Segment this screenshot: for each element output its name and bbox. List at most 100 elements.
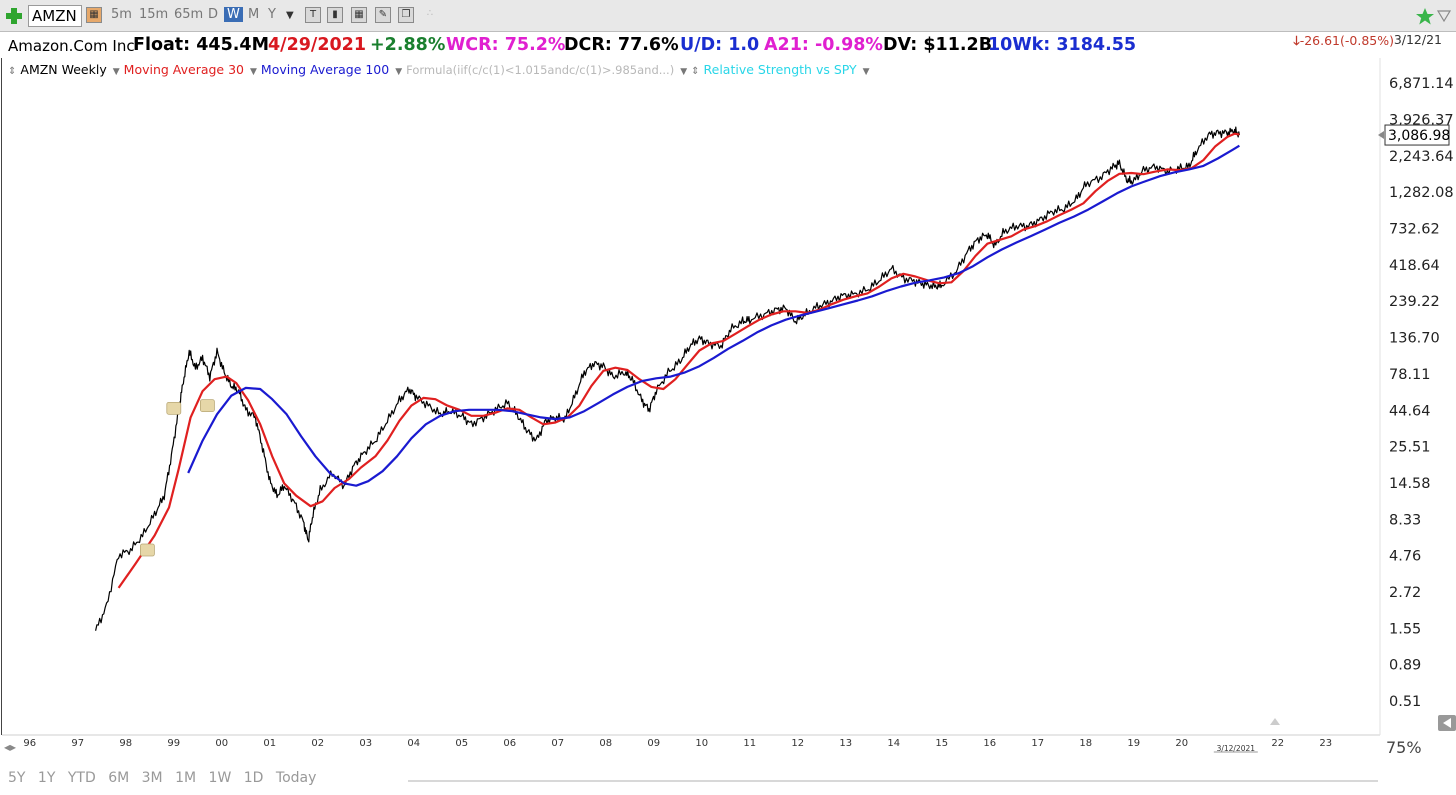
x-tick-label: 07 (551, 738, 564, 749)
last-date: 3/12/21 (1393, 32, 1442, 47)
x-tick-label: 96 (23, 738, 36, 749)
series-ma30-line (117, 132, 1240, 589)
grid-icon[interactable]: ▦ (351, 7, 367, 23)
y-tick-label: 136.70 (1389, 331, 1440, 347)
zoom-level[interactable]: 75% (1386, 738, 1422, 757)
x-tick-label: 17 (1031, 738, 1044, 749)
timeframe-65m[interactable]: 65m (174, 7, 204, 22)
range-1d[interactable]: 1D (243, 770, 264, 786)
chevron-down-icon[interactable]: ▼ (395, 67, 403, 77)
y-tick-label: 2,243.64 (1389, 149, 1454, 165)
x-tick-label: 97 (71, 738, 84, 749)
x-tick-label: 19 (1127, 738, 1140, 749)
legend-main[interactable]: AMZN Weekly (20, 62, 107, 77)
folder-icon[interactable]: ▦ (86, 7, 102, 23)
dropdown-icon[interactable]: ▼ (286, 10, 294, 21)
x-tick-label: 06 (503, 738, 516, 749)
x-tick-label: 99 (167, 738, 180, 749)
add-icon[interactable] (4, 6, 24, 26)
bars-icon[interactable]: ▮ (327, 7, 343, 23)
x-tick-label: 22 (1271, 738, 1284, 749)
x-tick-label: 00 (215, 738, 228, 749)
y-tick-label: 44.64 (1389, 403, 1431, 419)
indicator-legend: ⇕ AMZN Weekly ▼ Moving Average 30 ▼ Moving Av… (8, 62, 874, 80)
timeframe-w[interactable]: W (224, 7, 243, 22)
x-tick-label: 02 (311, 738, 324, 749)
range-ytd[interactable]: YTD (67, 770, 96, 786)
x-tick-label: 11 (743, 738, 756, 749)
legend-formula[interactable]: Formula(iif(c/c(1)<1.015andc/c(1)>.985an… (406, 63, 675, 77)
x-tick-label: 01 (263, 738, 276, 749)
timeframe-15m[interactable]: 15m (139, 7, 169, 22)
x-tick-label: 13 (839, 738, 852, 749)
last-price-pointer (1378, 131, 1384, 140)
y-tick-label: 2.72 (1389, 585, 1421, 601)
legend-rs[interactable]: Relative Strength vs SPY (703, 62, 857, 77)
pencil-icon[interactable]: ✎ (375, 7, 391, 23)
event-marker[interactable] (199, 399, 215, 412)
range-1m[interactable]: 1M (175, 770, 197, 786)
text-icon[interactable]: T (305, 7, 321, 23)
float-stat: Float: 445.4M (133, 35, 270, 55)
wcr-stat: WCR: 75.2% (446, 35, 566, 55)
timeframe-5m[interactable]: 5m (111, 7, 132, 22)
range-1y[interactable]: 1Y (37, 770, 56, 786)
price-change-value: -26.61(-0.85%) (1299, 33, 1394, 48)
date-stat: 4/29/2021 (268, 35, 367, 55)
legend-ma30[interactable]: Moving Average 30 (123, 62, 244, 77)
y-tick-label: 14.58 (1389, 476, 1431, 492)
dots-icon[interactable]: ∴ (426, 8, 434, 19)
symbol-input[interactable]: AMZN (28, 5, 82, 27)
range-today[interactable]: Today (275, 770, 317, 786)
event-marker[interactable] (139, 543, 155, 557)
timeframe-m[interactable]: M (248, 7, 260, 22)
window-icon[interactable]: ❐ (398, 7, 414, 23)
x-tick-label: 08 (599, 738, 612, 749)
y-tick-label: 3,926.37 (1389, 112, 1454, 128)
company-name: Amazon.Com Inc (8, 37, 135, 55)
x-tick-label: 14 (887, 738, 900, 749)
x-tick-label: 09 (647, 738, 660, 749)
chevron-icon[interactable]: ⇕ (691, 66, 700, 77)
scroll-left-icon[interactable]: ◂▸ (4, 740, 16, 754)
x-tick-label: 10 (695, 738, 708, 749)
chevron-down-icon[interactable]: ▼ (680, 67, 688, 77)
x-tick-label: 18 (1079, 738, 1092, 749)
tenwk-stat: 10Wk: 3184.55 (988, 35, 1137, 55)
chevron-down-icon[interactable]: ▼ (862, 67, 870, 77)
y-tick-label: 418.64 (1389, 258, 1440, 274)
change-stat: +2.88% (370, 35, 446, 55)
range-1w[interactable]: 1W (208, 770, 232, 786)
timeframe-y[interactable]: Y (268, 7, 276, 22)
collapse-icon[interactable] (1438, 715, 1456, 731)
series-ma100-line (187, 144, 1240, 487)
chevron-icon[interactable]: ⇕ (8, 66, 17, 77)
x-tick-label: 04 (407, 738, 420, 749)
chevron-down-icon[interactable]: ▼ (112, 67, 120, 77)
x-tick-label: 03 (359, 738, 372, 749)
y-tick-label: 4.76 (1389, 549, 1421, 565)
scroll-up-icon[interactable] (1270, 718, 1280, 725)
timeframe-d[interactable]: D (208, 7, 219, 22)
star-icon[interactable] (1416, 7, 1456, 27)
dv-stat: DV: $11.2B (883, 35, 993, 55)
last-price-label: 3,086.98 (1388, 128, 1450, 144)
range-6m[interactable]: 6M (108, 770, 130, 786)
event-marker[interactable] (166, 401, 182, 415)
x-tick-label: 12 (791, 738, 804, 749)
x-tick-label: 15 (935, 738, 948, 749)
y-tick-label: 732.62 (1389, 221, 1440, 237)
legend-ma100[interactable]: Moving Average 100 (260, 62, 390, 77)
chevron-down-icon[interactable]: ▼ (250, 67, 257, 77)
range-5y[interactable]: 5Y (8, 770, 26, 786)
y-tick-label: 8.33 (1389, 512, 1421, 528)
ud-stat: U/D: 1.0 (680, 35, 760, 55)
dcr-stat: DCR: 77.6% (564, 35, 679, 55)
y-tick-label: 0.51 (1389, 694, 1421, 710)
range-3m[interactable]: 3M (141, 770, 163, 786)
down-arrow-icon: 🡓 (1293, 33, 1300, 48)
series-price-line (95, 126, 1240, 631)
y-tick-label: 239.22 (1389, 294, 1440, 310)
y-tick-label: 0.89 (1389, 658, 1421, 674)
